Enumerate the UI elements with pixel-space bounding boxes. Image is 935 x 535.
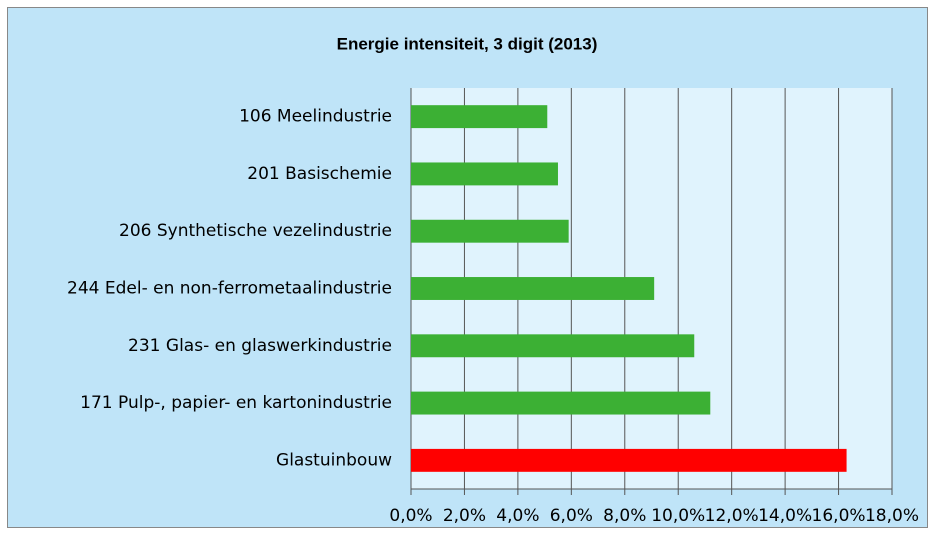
x-tick-label: 16,0% (812, 506, 866, 526)
x-tick-label: 8,0% (603, 506, 646, 526)
y-tick-label: Glastuinbouw (276, 450, 392, 470)
y-tick-label: 231 Glas- en glaswerkindustrie (128, 336, 392, 356)
x-tick-label: 6,0% (550, 506, 593, 526)
y-tick-label: 244 Edel- en non-ferrometaalindustrie (67, 279, 392, 299)
x-tick-label: 2,0% (443, 506, 486, 526)
x-tick-label: 12,0% (705, 506, 759, 526)
x-tick-label: 14,0% (758, 506, 812, 526)
x-tick-label: 4,0% (496, 506, 539, 526)
chart-title: Energie intensiteit, 3 digit (2013) (337, 34, 598, 53)
bar (411, 277, 655, 300)
y-tick-label: 106 Meelindustrie (239, 107, 392, 127)
bar (411, 219, 569, 243)
bar (411, 391, 711, 415)
bar (411, 162, 558, 186)
x-tick-label: 0,0% (389, 506, 432, 526)
bar (411, 105, 548, 129)
bar (411, 448, 847, 472)
x-tick-label: 18,0% (865, 506, 919, 526)
y-tick-label: 206 Synthetische vezelindustrie (119, 221, 392, 241)
x-tick-label: 10,0% (651, 506, 705, 526)
y-tick-label: 201 Basischemie (247, 164, 392, 184)
bar (411, 334, 695, 358)
y-tick-label: 171 Pulp-, papier- en kartonindustrie (80, 393, 392, 413)
